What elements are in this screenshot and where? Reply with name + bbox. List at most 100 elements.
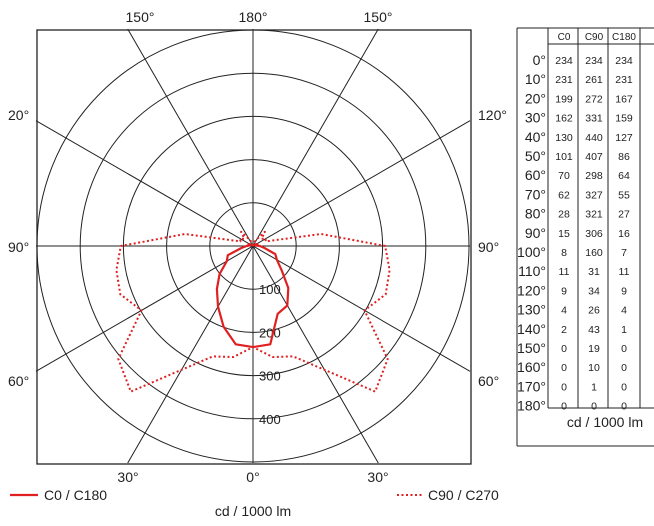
- table-header: C90: [585, 32, 604, 43]
- table-row-label: 20°: [525, 90, 546, 106]
- table-cell: 16: [618, 228, 630, 240]
- angle-label: 150°: [364, 9, 393, 25]
- table-cell: 0: [621, 381, 627, 393]
- table-row-label: 30°: [525, 110, 546, 126]
- angle-label: 60°: [478, 373, 499, 389]
- table-cell: 34: [588, 285, 600, 297]
- legend-label-c0-c180: C0 / C180: [44, 487, 107, 503]
- radial-tick-label: 300: [259, 369, 281, 384]
- table-cell: 167: [615, 93, 633, 105]
- radial-tick-label: 100: [259, 282, 281, 297]
- table-row-label: 130°: [517, 302, 546, 318]
- legend-label-c90-c270: C90 / C270: [428, 487, 499, 503]
- table-cell: 306: [585, 228, 603, 240]
- angle-label: 90°: [478, 239, 499, 255]
- angle-label: 30°: [367, 469, 388, 485]
- angle-label: 90°: [8, 239, 29, 255]
- angle-label: 0°: [246, 469, 259, 485]
- table-cell: 62: [558, 189, 570, 201]
- table-cell: 298: [585, 170, 603, 182]
- table-header: C0: [558, 32, 571, 43]
- table-cell: 130: [555, 132, 573, 144]
- table-row-label: 50°: [525, 148, 546, 164]
- radial-tick-label: 200: [259, 325, 281, 340]
- table-cell: 327: [585, 189, 603, 201]
- table-cell: 321: [585, 209, 603, 221]
- table-cell: 331: [585, 113, 603, 125]
- table-cell: 234: [585, 55, 603, 67]
- table-cell: 43: [588, 324, 600, 336]
- table-cell: 261: [585, 74, 603, 86]
- table-cell: 199: [555, 93, 573, 105]
- table-cell: 272: [585, 93, 603, 105]
- angle-label: 150°: [126, 9, 155, 25]
- table-row-label: 90°: [525, 225, 546, 241]
- table-cell: 159: [615, 113, 633, 125]
- table-cell: 70: [558, 170, 570, 182]
- table-cell: 9: [621, 285, 627, 297]
- table-cell: 86: [618, 151, 630, 163]
- table-cell: 440: [585, 132, 603, 144]
- angle-label: 60°: [8, 373, 29, 389]
- angle-label: 180°: [239, 9, 268, 25]
- table-cell: 234: [615, 55, 633, 67]
- table-row-label: 160°: [517, 359, 546, 375]
- table-row-label: 0°: [533, 52, 546, 68]
- series-curve-c90-c270: [115, 230, 391, 393]
- table-row-label: 60°: [525, 167, 546, 183]
- table-cell: 0: [621, 401, 627, 413]
- table-cell: 11: [619, 266, 630, 278]
- table-cell: 160: [585, 247, 603, 259]
- table-row-label: 70°: [525, 186, 546, 202]
- table-row-label: 40°: [525, 129, 546, 145]
- table-cell: 0: [561, 343, 567, 355]
- table-footer-unit: cd / 1000 lm: [567, 414, 643, 430]
- table-cell: 127: [615, 132, 633, 144]
- table-cell: 9: [561, 285, 567, 297]
- table-cell: 0: [561, 362, 567, 374]
- angle-label: 20°: [8, 107, 29, 123]
- table-row-label: 120°: [517, 282, 546, 298]
- table-cell: 27: [618, 209, 630, 221]
- table-row-label: 80°: [525, 206, 546, 222]
- table-cell: 19: [588, 343, 600, 355]
- table-row-label: 170°: [517, 378, 546, 394]
- table-cell: 231: [555, 74, 573, 86]
- table-cell: 234: [555, 55, 573, 67]
- table-cell: 64: [618, 170, 630, 182]
- table-cell: 26: [588, 305, 600, 317]
- table-cell: 0: [561, 381, 567, 393]
- table-cell: 15: [558, 228, 570, 240]
- table-cell: 0: [621, 362, 627, 374]
- table-row-label: 140°: [517, 321, 546, 337]
- table-cell: 55: [618, 189, 630, 201]
- table-cell: 8: [561, 247, 567, 259]
- table-header: C180: [612, 32, 636, 43]
- table-row-label: 100°: [517, 244, 546, 260]
- angle-label: 30°: [117, 469, 138, 485]
- angle-label: 120°: [478, 107, 507, 123]
- unit-label: cd / 1000 lm: [215, 503, 291, 519]
- table-cell: 4: [561, 305, 567, 317]
- table-cell: 1: [591, 381, 597, 393]
- radial-tick-label: 400: [259, 412, 281, 427]
- table-row-label: 110°: [518, 263, 546, 279]
- table-cell: 101: [555, 151, 573, 163]
- table-cell: 7: [621, 247, 627, 259]
- table-row-label: 150°: [517, 340, 546, 356]
- table-cell: 28: [558, 209, 570, 221]
- table-cell: 0: [561, 401, 567, 413]
- table-cell: 1: [621, 324, 627, 336]
- table-cell: 407: [585, 151, 603, 163]
- table-cell: 11: [559, 266, 570, 278]
- table-row-label: 180°: [517, 398, 546, 414]
- table-cell: 2: [561, 324, 567, 336]
- table-cell: 10: [588, 362, 600, 374]
- table-row-label: 10°: [525, 71, 546, 87]
- table-cell: 231: [615, 74, 633, 86]
- table-cell: 4: [621, 305, 627, 317]
- table-cell: 0: [591, 401, 597, 413]
- table-cell: 0: [621, 343, 627, 355]
